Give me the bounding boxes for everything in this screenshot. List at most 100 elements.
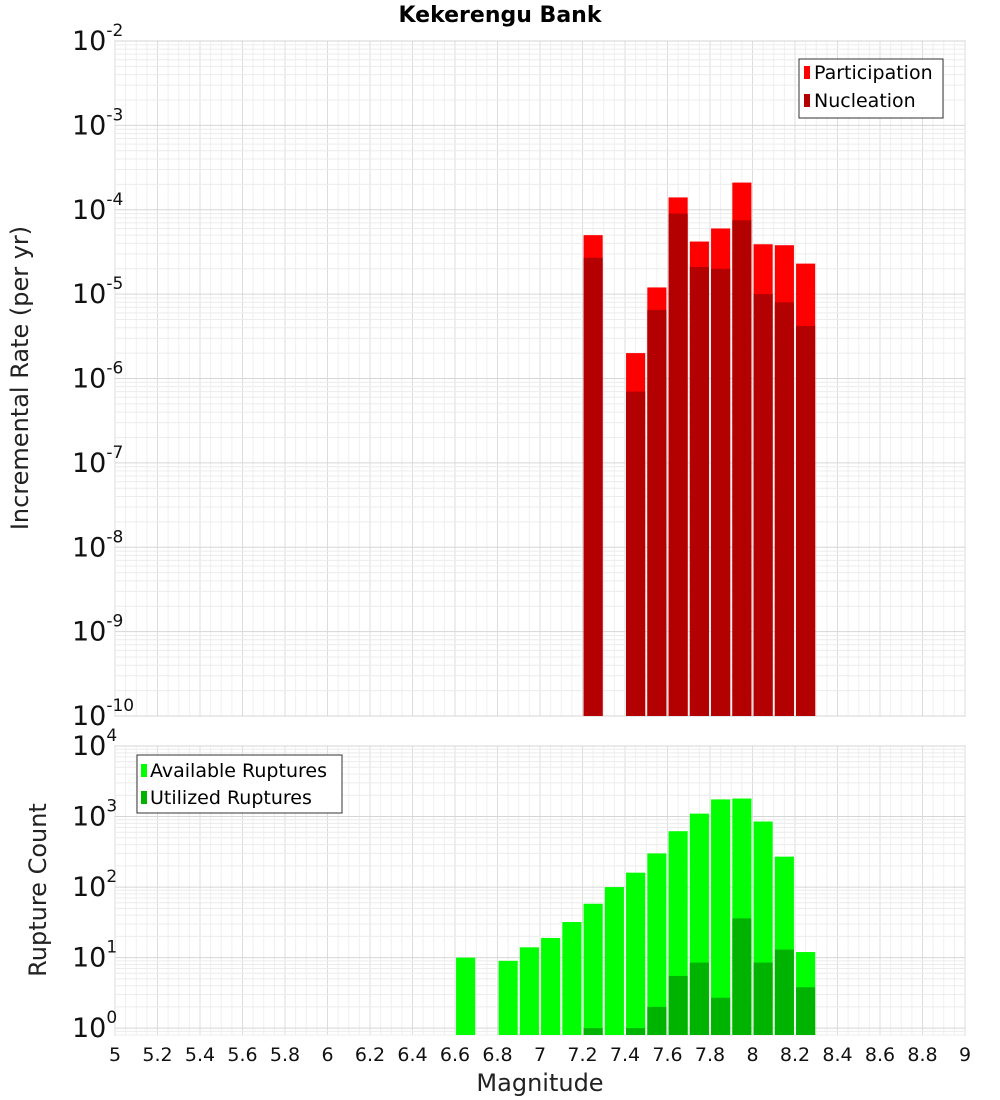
count-y-tick-label: 103 xyxy=(72,797,117,833)
rate-y-tick-base: 10 xyxy=(72,26,106,57)
count-y-tick-label: 101 xyxy=(72,938,117,974)
rate-bar-nucleation xyxy=(647,309,667,716)
rate-bar-nucleation xyxy=(796,325,816,716)
rate-bars xyxy=(583,182,816,717)
count-bar-available xyxy=(456,957,476,1035)
rate-y-tick-base: 10 xyxy=(72,364,106,395)
count-bar-available xyxy=(519,947,539,1035)
count-bar-available xyxy=(498,960,518,1035)
rate-y-tick-label: 10-7 xyxy=(72,443,123,479)
count-y-tick-base: 10 xyxy=(72,943,106,974)
legend-swatch-nucleation xyxy=(804,94,810,107)
count-bars xyxy=(456,798,816,1035)
x-tick-label: 6.8 xyxy=(482,1044,512,1066)
count-bar-utilized xyxy=(796,987,816,1035)
rate-y-tick-label: 10-6 xyxy=(72,359,123,395)
rate-y-tick-exponent: -7 xyxy=(106,443,123,463)
rate-y-tick-exponent: -4 xyxy=(106,190,123,210)
x-axis-label: Magnitude xyxy=(476,1069,603,1097)
rate-y-tick-base: 10 xyxy=(72,448,106,479)
rate-y-tick-label: 10-4 xyxy=(72,190,123,226)
x-tick-label: 6.4 xyxy=(397,1044,427,1066)
x-tick-label: 8.2 xyxy=(780,1044,810,1066)
rate-y-tick-exponent: -2 xyxy=(106,21,123,41)
x-tick-label: 5.8 xyxy=(270,1044,300,1066)
count-grid xyxy=(114,745,966,1036)
count-y-tick-base: 10 xyxy=(72,731,106,762)
legend-swatch-available xyxy=(141,764,147,777)
legend-label-participation: Participation xyxy=(814,62,933,84)
rate-y-tick-label: 10-3 xyxy=(72,105,123,141)
count-bar-available xyxy=(626,872,646,1035)
rate-y-tick-base: 10 xyxy=(72,279,106,310)
rate-bar-nucleation xyxy=(753,294,773,716)
count-y-tick-exponent: 0 xyxy=(106,1008,117,1028)
rate-y-tick-exponent: -9 xyxy=(106,612,123,632)
legend-label-utilized: Utilized Ruptures xyxy=(150,787,312,809)
rate-y-tick-base: 10 xyxy=(72,617,106,648)
count-bar-utilized xyxy=(689,962,709,1035)
rate-bar-nucleation xyxy=(774,302,794,716)
x-tick-label: 7.8 xyxy=(695,1044,725,1066)
count-bar-utilized xyxy=(626,1028,646,1035)
rate-bar-nucleation xyxy=(689,266,709,716)
count-bar-utilized xyxy=(668,975,688,1035)
count-bar-available xyxy=(541,937,561,1035)
count-y-tick-exponent: 4 xyxy=(106,726,117,746)
rate-bar-nucleation xyxy=(626,391,646,716)
rate-y-tick-exponent: -3 xyxy=(106,105,123,125)
rate-y-tick-label: 10-2 xyxy=(72,21,123,57)
count-bar-utilized xyxy=(732,918,752,1035)
x-tick-label: 8.4 xyxy=(822,1044,852,1066)
count-y-tick-base: 10 xyxy=(72,1013,106,1044)
count-y-tick-exponent: 3 xyxy=(106,797,117,817)
count-bar-utilized xyxy=(774,949,794,1035)
rate-y-tick-exponent: -8 xyxy=(106,527,123,547)
rate-y-tick-base: 10 xyxy=(72,110,106,141)
rate-y-axis-label: Incremental Rate (per yr) xyxy=(6,226,34,530)
count-y-tick-exponent: 2 xyxy=(106,867,117,887)
x-tick-label: 8 xyxy=(746,1044,758,1066)
count-legend: Available Ruptures Utilized Ruptures xyxy=(136,754,343,814)
count-bar-utilized xyxy=(647,1006,667,1035)
x-tick-label: 6.2 xyxy=(355,1044,385,1066)
count-y-tick-label: 100 xyxy=(72,1008,117,1044)
rate-bar-nucleation xyxy=(732,220,752,717)
count-legend-box xyxy=(136,754,343,814)
count-y-tick-label: 104 xyxy=(72,726,117,762)
rate-y-tick-base: 10 xyxy=(72,195,106,226)
x-tick-labels: 5 5.2 5.4 5.6 5.8 6 6.2 6.4 6.6 6.8 7 7.2 7.4 7.6 7.8 8… xyxy=(109,1044,971,1066)
count-y-tick-base: 10 xyxy=(72,802,106,833)
rate-legend-box xyxy=(798,58,944,119)
count-y-axis-label: Rupture Count xyxy=(24,803,52,977)
rate-grid xyxy=(114,40,966,717)
x-tick-label: 5 xyxy=(109,1044,121,1066)
rate-y-tick-label: 10-9 xyxy=(72,612,123,648)
count-bar-available xyxy=(562,921,582,1035)
legend-label-available: Available Ruptures xyxy=(150,760,327,782)
count-bar-available xyxy=(711,799,731,1035)
count-bar-utilized xyxy=(711,997,731,1035)
rate-y-tick-exponent: -10 xyxy=(106,696,134,716)
rate-y-tick-exponent: -6 xyxy=(106,359,123,379)
x-tick-label: 6.6 xyxy=(440,1044,470,1066)
x-tick-label: 5.2 xyxy=(142,1044,172,1066)
count-y-tick-exponent: 1 xyxy=(106,938,117,958)
rate-y-tick-label: 10-5 xyxy=(72,274,123,310)
rate-y-tick-exponent: -5 xyxy=(106,274,123,294)
rate-bar-nucleation xyxy=(583,257,603,716)
count-bar-utilized xyxy=(583,1028,603,1035)
x-tick-label: 7 xyxy=(534,1044,546,1066)
rate-bar-nucleation xyxy=(668,213,688,717)
x-tick-label: 5.4 xyxy=(185,1044,215,1066)
count-bar-available xyxy=(604,887,624,1035)
count-bar-available xyxy=(583,903,603,1035)
chart-title: Kekerengu Bank xyxy=(399,3,603,28)
x-tick-label: 9 xyxy=(959,1044,971,1066)
legend-swatch-participation xyxy=(804,66,810,79)
rate-y-tick-base: 10 xyxy=(72,532,106,563)
x-tick-label: 8.8 xyxy=(907,1044,937,1066)
